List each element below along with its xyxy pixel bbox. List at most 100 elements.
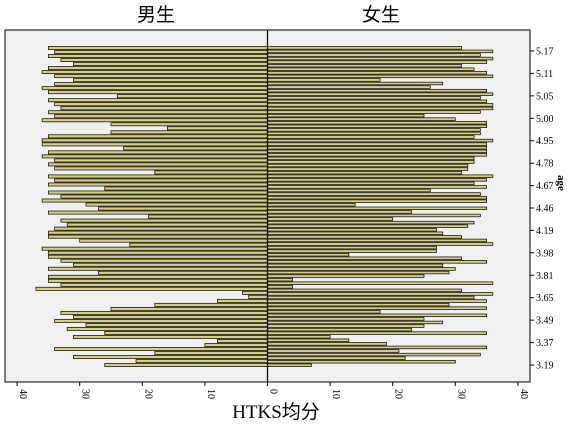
female-bar — [267, 160, 475, 164]
female-bar — [267, 263, 444, 268]
y-tick-label: 4.78 — [536, 159, 554, 170]
female-bar — [267, 163, 469, 168]
female-bar — [267, 203, 356, 207]
female-bar — [267, 124, 487, 128]
male-bar — [60, 258, 268, 263]
male-bar — [41, 86, 268, 91]
male-bar — [54, 178, 268, 183]
male-bar — [41, 70, 268, 75]
male-bar — [242, 290, 268, 295]
male-bar — [204, 343, 268, 347]
x-axis-label: HTKS均分 — [232, 401, 320, 423]
male-bar — [48, 90, 268, 95]
male-bar — [41, 118, 268, 123]
y-tick-label: 3.37 — [536, 338, 554, 349]
male-bar — [54, 158, 268, 163]
male-bar — [104, 363, 268, 367]
male-bar — [41, 154, 268, 159]
male-bar — [48, 274, 268, 279]
male-bar — [217, 339, 268, 343]
female-bar — [267, 224, 469, 228]
female-bar — [267, 235, 462, 239]
male-bar — [48, 190, 268, 195]
male-bar — [54, 50, 268, 54]
female-bar — [267, 249, 437, 253]
male-bar — [98, 206, 268, 211]
y-tick-label: 3.19 — [536, 361, 554, 372]
male-bar — [79, 238, 268, 243]
female-bar — [267, 292, 494, 296]
male-bar — [54, 102, 268, 107]
male-bar — [110, 130, 268, 135]
female-bar — [267, 60, 487, 64]
male-bar — [54, 226, 268, 231]
x-tick-label: 40 — [518, 389, 529, 399]
male-bar — [48, 210, 268, 215]
female-bar — [267, 63, 462, 68]
female-bar — [267, 110, 481, 114]
male-bar — [73, 314, 268, 319]
female-bar — [267, 349, 400, 353]
y-tick-label: 3.81 — [536, 271, 554, 282]
female-bar — [267, 260, 487, 264]
female-bar — [267, 56, 494, 61]
male-bar — [60, 218, 268, 223]
female-bar — [267, 178, 487, 182]
y-tick-label: 5.17 — [536, 47, 554, 58]
female-bar — [267, 88, 487, 93]
female-bar — [267, 174, 494, 178]
female-bar — [267, 356, 406, 360]
female-bar — [267, 327, 412, 332]
x-tick-label: 30 — [455, 389, 466, 399]
male-bar — [135, 359, 268, 363]
female-bar — [267, 363, 312, 367]
female-bar — [267, 153, 487, 157]
male-bar — [48, 46, 268, 50]
male-bar — [148, 214, 268, 219]
male-bar — [60, 58, 268, 62]
female-bar — [267, 199, 487, 203]
male-bar — [48, 66, 268, 71]
male-bar — [116, 94, 268, 99]
female-bar — [267, 320, 444, 325]
female-bar — [267, 195, 487, 200]
female-bar — [267, 92, 494, 96]
panel-title-female: 女生 — [362, 4, 400, 26]
male-bar — [60, 106, 268, 111]
male-bar — [123, 146, 268, 151]
female-bar — [267, 78, 381, 82]
female-bar — [267, 310, 381, 314]
female-bar — [267, 274, 425, 278]
male-bar — [54, 319, 268, 323]
female-bar — [267, 210, 412, 214]
male-bar — [48, 278, 268, 283]
x-tick-label: 40 — [17, 389, 28, 399]
female-bar — [267, 117, 456, 121]
female-bar — [267, 103, 494, 107]
female-bar — [267, 270, 450, 275]
x-tick-label: 20 — [393, 389, 404, 399]
female-bar — [267, 324, 425, 328]
female-bar — [267, 352, 481, 357]
y-tick-label: 5.05 — [536, 91, 554, 102]
x-tick-label: 30 — [80, 389, 91, 399]
y-axis: 5.17 5.11 5.05 5.00 4.95 4.78 4.67 4.46 4.19 3.98… — [530, 47, 554, 372]
female-bar — [267, 96, 481, 100]
female-bar — [267, 106, 494, 111]
male-bar — [129, 242, 268, 247]
y-tick-label: 3.65 — [536, 293, 554, 304]
female-bar — [267, 142, 487, 146]
female-bar — [267, 317, 425, 321]
female-bar — [267, 242, 494, 246]
male-bar — [48, 54, 268, 58]
female-bar — [267, 206, 487, 211]
female-bar — [267, 74, 494, 79]
male-bar — [60, 194, 268, 199]
male-bar — [48, 182, 268, 187]
y-tick-label: 4.19 — [536, 226, 554, 237]
male-bar — [41, 198, 268, 203]
male-bar — [98, 270, 268, 275]
y-tick-label: 3.49 — [536, 316, 554, 327]
female-bar — [267, 167, 469, 171]
x-axis: 40 30 20 10 0 10 20 30 40 — [16, 382, 529, 399]
